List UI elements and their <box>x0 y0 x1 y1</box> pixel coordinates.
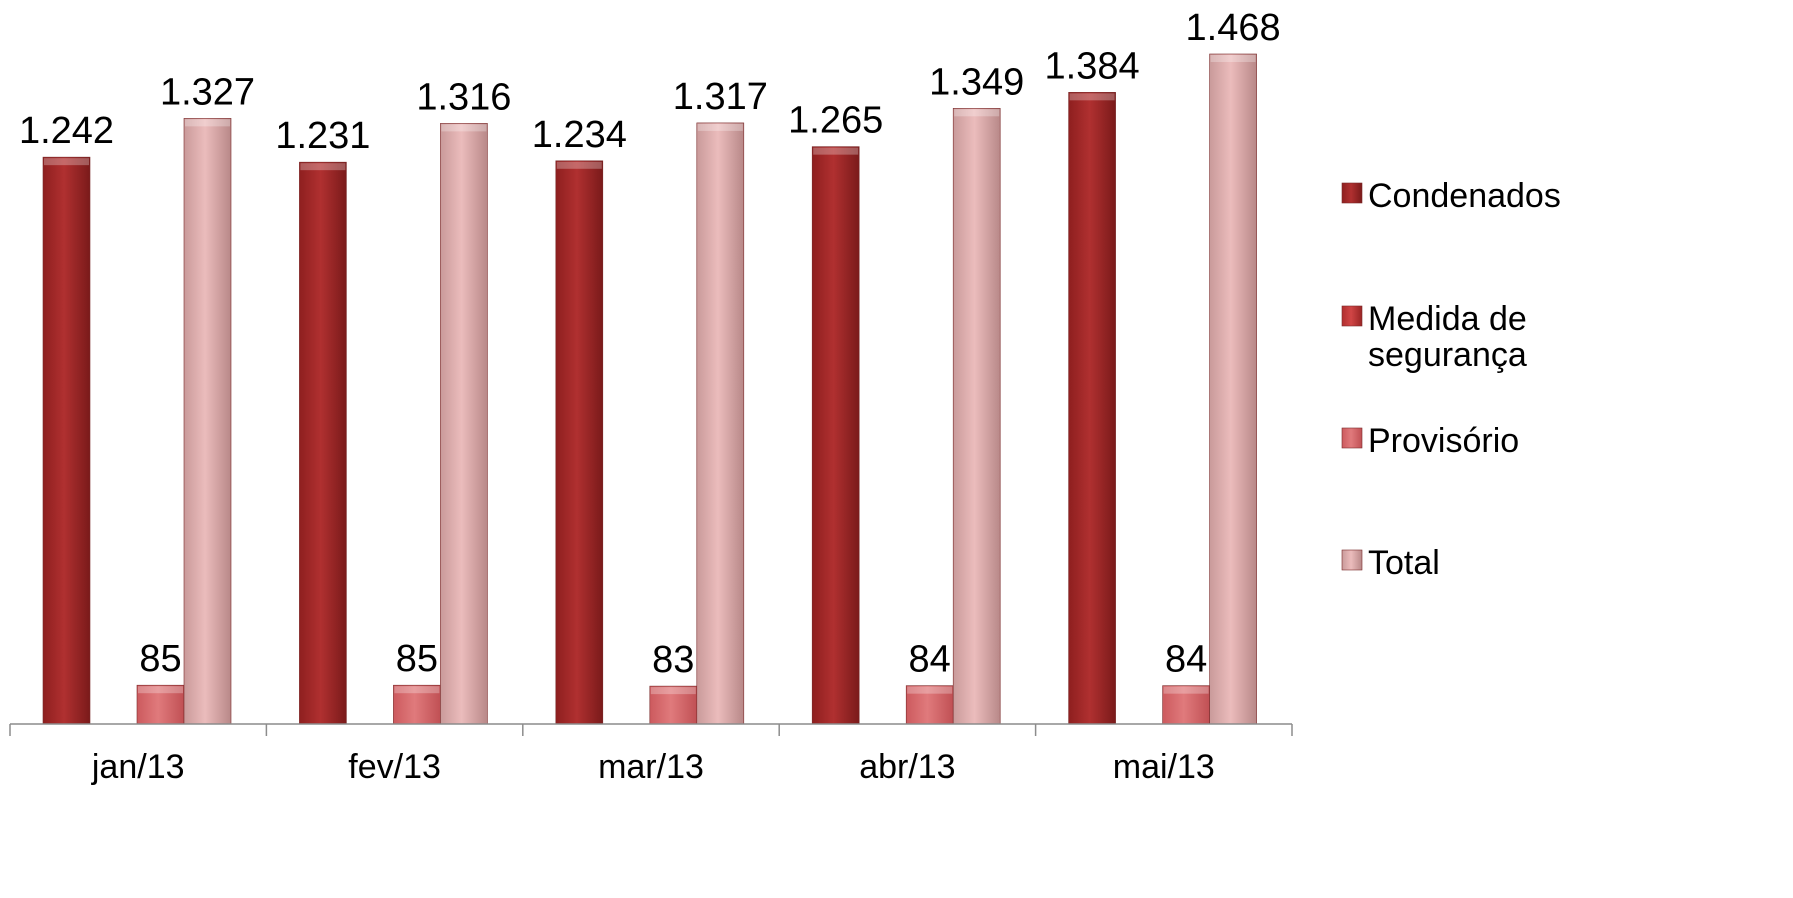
legend-entry: Medida de <box>1368 300 1527 338</box>
bar-bevel <box>813 147 859 155</box>
bar-total-abr-13 <box>952 108 1001 725</box>
legend-entry: Total <box>1368 544 1440 582</box>
legend-swatch <box>1341 549 1363 571</box>
data-label: 85 <box>396 638 438 680</box>
bar-bevel <box>300 163 346 171</box>
bar-condenados-mai-13 <box>1068 92 1116 725</box>
bar-condenados-fev-13 <box>299 161 347 725</box>
data-label: 1.384 <box>1045 45 1140 87</box>
bar-bevel <box>185 119 230 127</box>
data-label: 1.242 <box>19 110 114 152</box>
legend-swatch <box>1341 182 1363 204</box>
legend-entry: Provisório <box>1368 422 1519 460</box>
x-tick-label: mar/13 <box>598 748 704 786</box>
x-tick-label: jan/13 <box>91 748 185 786</box>
bar-bevel <box>441 124 487 132</box>
bar-bevel <box>138 686 183 694</box>
bar-condenados-jan-13 <box>42 156 91 725</box>
bar-bevel <box>44 158 89 166</box>
data-label: 85 <box>139 638 181 680</box>
bar-bevel <box>1210 55 1256 62</box>
bar-total-jan-13 <box>183 118 232 725</box>
bar-condenados-mar-13 <box>555 160 604 725</box>
bar-bevel <box>394 686 440 694</box>
legend-entry: Condenados <box>1368 177 1561 215</box>
bar-bevel <box>697 123 743 131</box>
bar-provis-rio-fev-13 <box>393 684 441 725</box>
data-label: 1.349 <box>929 61 1024 103</box>
data-label: 1.468 <box>1186 7 1281 49</box>
data-label: 1.265 <box>788 100 883 142</box>
bar-bevel <box>954 109 1000 117</box>
bar-total-mar-13 <box>696 122 745 725</box>
bar-bevel <box>907 686 953 694</box>
data-label: 1.316 <box>416 76 511 118</box>
data-label: 1.327 <box>160 71 255 113</box>
legend-swatch <box>1341 427 1363 449</box>
bar-provis-rio-abr-13 <box>905 685 954 725</box>
bar-bevel <box>556 161 602 169</box>
data-label: 1.231 <box>275 115 370 157</box>
data-label: 1.317 <box>673 76 768 118</box>
data-label: 84 <box>909 639 951 681</box>
x-tick-label: fev/13 <box>348 748 441 786</box>
bar-total-fev-13 <box>440 123 488 725</box>
bar-total-mai-13 <box>1209 53 1257 725</box>
x-tick-label: abr/13 <box>859 748 955 786</box>
bar-condenados-abr-13 <box>811 146 860 725</box>
data-label: 83 <box>652 639 694 681</box>
data-label: 84 <box>1165 639 1207 681</box>
legend-entry: segurança <box>1368 336 1527 374</box>
legend-swatch <box>1341 305 1363 327</box>
bar-provis-rio-mar-13 <box>649 685 698 725</box>
bar-bevel <box>650 687 696 695</box>
bar-provis-rio-jan-13 <box>136 684 185 725</box>
bar-bevel <box>1163 686 1209 694</box>
bar-bevel <box>1069 93 1115 101</box>
data-label: 1.234 <box>532 114 627 156</box>
x-tick-label: mai/13 <box>1113 748 1215 786</box>
